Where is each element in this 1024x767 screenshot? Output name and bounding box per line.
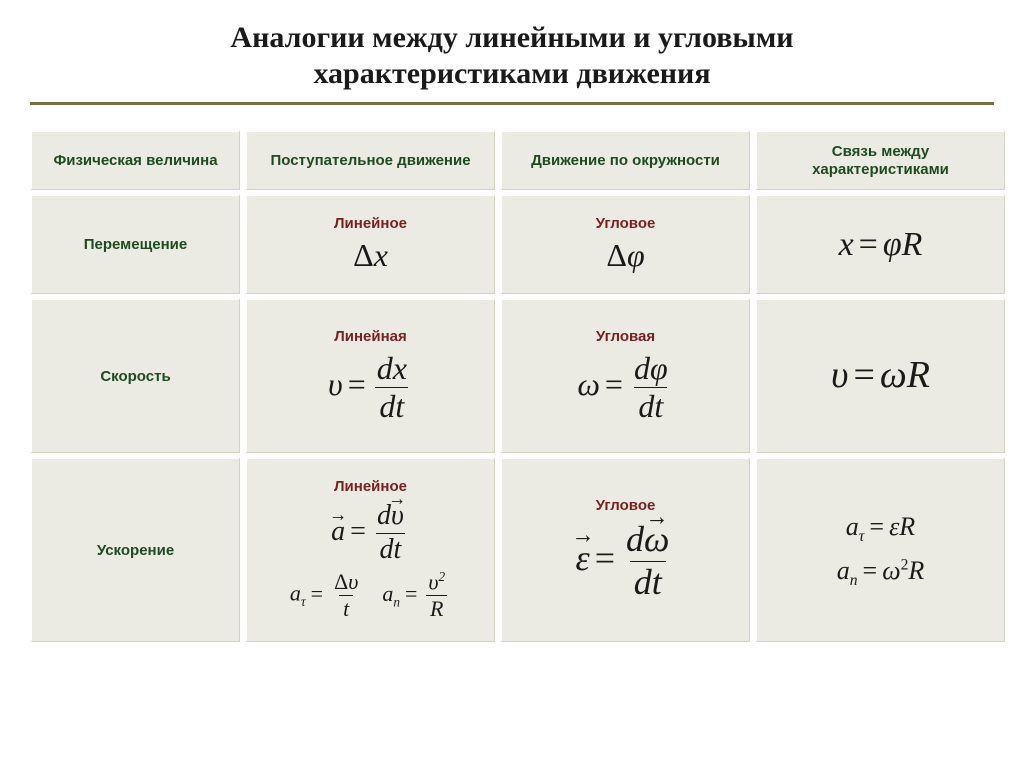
formula-omega-dphidt: ω=dφdt: [577, 351, 673, 424]
formula-v-omegaR: υ=ωR: [831, 355, 930, 397]
formula-a-components: aτ=Δυt an=υ2R: [290, 570, 451, 622]
row-label-displacement: Перемещение: [30, 194, 240, 294]
comparison-table: Физическая величина Поступательное движе…: [30, 130, 994, 642]
col-header-quantity: Физическая величина: [30, 130, 240, 190]
title-divider: [30, 102, 994, 105]
formula-v-dxdt: υ=dxdt: [328, 351, 413, 424]
cell-relation-displacement: x=φR: [755, 194, 1005, 294]
title-line-2: характеристиками движения: [313, 57, 710, 90]
title-line-1: Аналогии между линейными и угловыми: [230, 21, 793, 54]
cell-relation-velocity: υ=ωR: [755, 298, 1005, 453]
formula-atau-epsR: aτ=εR: [846, 506, 915, 550]
cell-angular-velocity: Угловая ω=dφdt: [500, 298, 750, 453]
formula-eps-domegadt: ε=dωdt: [576, 520, 676, 602]
row-label-velocity: Скорость: [30, 298, 240, 453]
cell-angular-displacement: Угловое Δφ: [500, 194, 750, 294]
col-header-relation: Связь между характеристиками: [755, 130, 1005, 190]
cell-linear-velocity: Линейная υ=dxdt: [245, 298, 495, 453]
cell-angular-acceleration: Угловое ε=dωdt: [500, 457, 750, 642]
col-header-circular: Движение по окружности: [500, 130, 750, 190]
formula-a-dvdt: a=dυdt: [331, 501, 410, 566]
formula-an-omega2R: an=ω2R: [837, 550, 925, 594]
formula-x-phiR: x=φR: [839, 226, 923, 263]
col-header-translational: Поступательное движение: [245, 130, 495, 190]
formula-delta-phi: Δφ: [606, 238, 644, 273]
cell-linear-acceleration: Линейное a=dυdt aτ=Δυt an=υ2R: [245, 457, 495, 642]
cell-relation-acceleration: aτ=εR an=ω2R: [755, 457, 1005, 642]
page-title: Аналогии между линейными и угловыми хара…: [30, 20, 994, 92]
cell-linear-displacement: Линейное Δx: [245, 194, 495, 294]
formula-delta-x: Δx: [353, 238, 388, 273]
row-label-acceleration: Ускорение: [30, 457, 240, 642]
